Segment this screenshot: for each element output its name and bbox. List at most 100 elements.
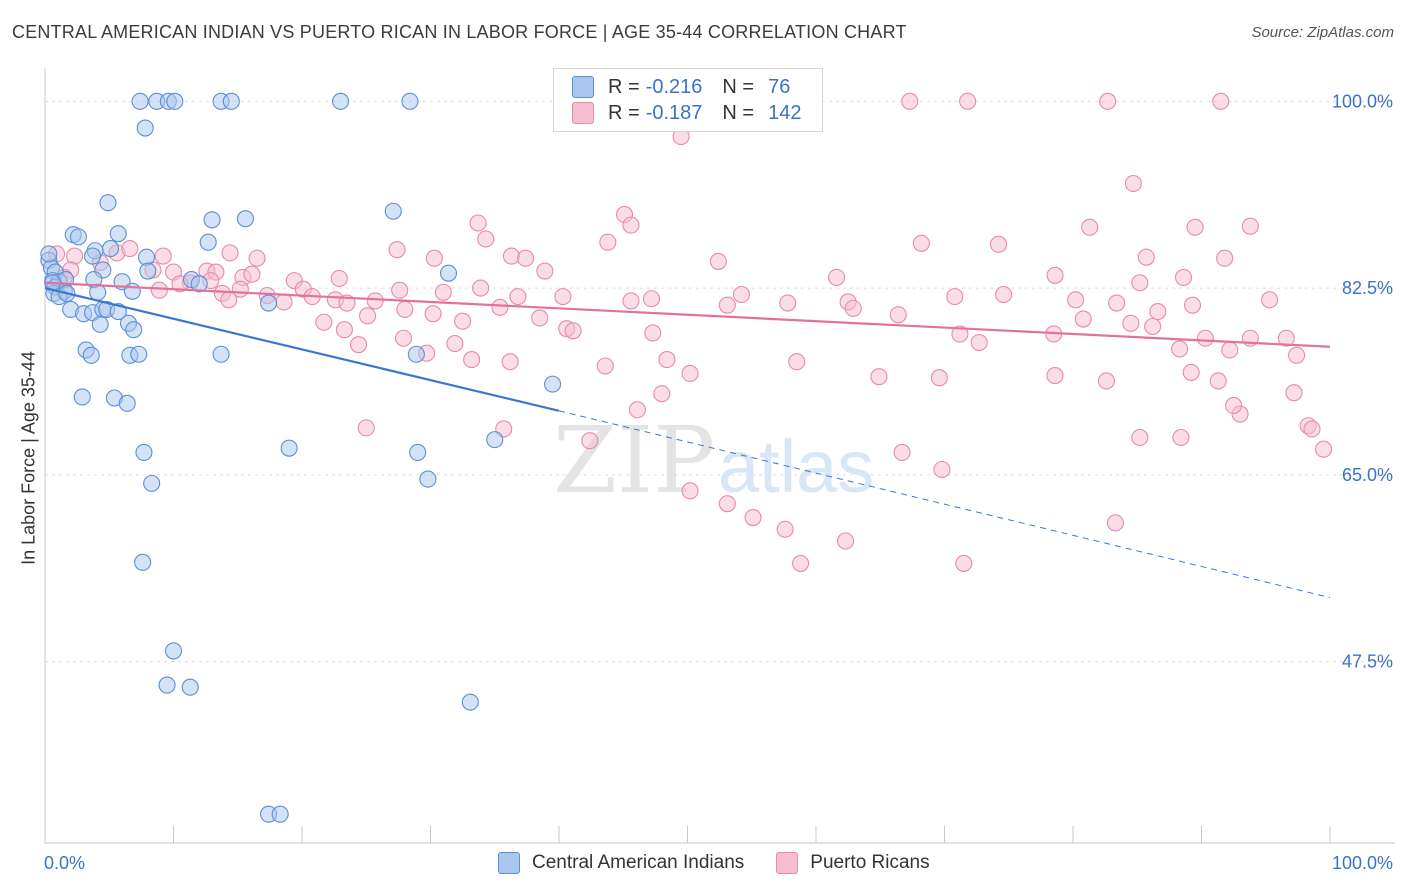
puerto-ricans-point — [1099, 92, 1117, 110]
puerto-ricans-point — [1182, 363, 1200, 381]
puerto-ricans-point — [517, 249, 535, 267]
central-american-indians-point — [544, 375, 562, 393]
puerto-ricans-point — [1122, 314, 1140, 332]
stats-legend: R = -0.216 N = 76 R = -0.187 N = 142 — [553, 68, 823, 132]
puerto-ricans-point — [1303, 420, 1321, 438]
central-american-indians-point — [164, 642, 183, 660]
puerto-ricans-point — [454, 312, 472, 330]
puerto-ricans-point — [995, 285, 1013, 304]
puerto-ricans-point — [893, 443, 911, 461]
central-american-indians-point — [280, 439, 298, 457]
puerto-ricans-point — [150, 281, 168, 299]
central-american-indians-point — [73, 388, 91, 406]
puerto-ricans-point — [933, 460, 951, 479]
trend-line-central-american-indians — [44, 287, 560, 412]
puerto-ricans-point — [330, 269, 348, 288]
central-american-indians-point — [109, 225, 127, 243]
legend-item-puerto-ricans[interactable]: Puerto Ricans — [776, 852, 930, 874]
puerto-ricans-point — [388, 241, 406, 259]
puerto-ricans-point — [844, 299, 862, 317]
tick-labels: 47.5% 65.0% 82.5% 100.0% 0.0% 100.0% — [44, 91, 1393, 873]
puerto-ricans-point — [628, 401, 646, 419]
central-american-indians-point — [158, 676, 176, 694]
n-value: 142 — [768, 101, 802, 124]
gridlines — [45, 100, 1395, 663]
puerto-ricans-point — [718, 495, 736, 513]
central-american-indians-point — [82, 346, 100, 364]
central-american-indians-point — [135, 443, 153, 461]
puerto-ricans-point — [837, 532, 855, 550]
puerto-ricans-point — [596, 357, 614, 375]
puerto-ricans-point — [564, 322, 582, 340]
puerto-ricans-point — [870, 368, 888, 386]
central-american-indians-point — [40, 245, 58, 263]
central-american-indians-point — [384, 202, 402, 220]
puerto-ricans-point — [1137, 248, 1155, 266]
y-tick-label: 47.5% — [1342, 652, 1393, 672]
puerto-ricans-point — [1212, 92, 1230, 110]
central-american-indians-point — [260, 294, 278, 312]
puerto-ricans-point — [599, 233, 617, 251]
puerto-ricans-point — [1046, 367, 1064, 385]
puerto-ricans-point — [1081, 218, 1099, 236]
watermark-atlas: atlas — [718, 425, 874, 508]
puerto-ricans-point — [959, 92, 977, 110]
puerto-ricans-point — [531, 309, 549, 327]
chart-source: Source: ZipAtlas.com — [1251, 24, 1394, 41]
puerto-ricans-point — [1074, 310, 1092, 328]
puerto-ricans-point — [1216, 249, 1234, 267]
puerto-ricans-point — [644, 324, 662, 342]
puerto-ricans-point — [901, 92, 919, 110]
puerto-ricans-point — [1241, 217, 1259, 235]
puerto-ricans-point — [1209, 372, 1227, 390]
puerto-ricans-point — [1149, 303, 1167, 321]
r-label: R = — [608, 101, 640, 124]
central-american-indians-point — [439, 264, 458, 282]
puerto-ricans-point — [1124, 174, 1142, 193]
puerto-ricans-point — [502, 247, 521, 265]
central-american-indians-point — [271, 805, 289, 823]
puerto-ricans-point — [653, 385, 671, 403]
puerto-ricans-point — [744, 508, 762, 527]
puerto-ricans-point — [622, 216, 640, 234]
puerto-ricans-point — [469, 214, 487, 232]
central-american-indians-point — [139, 262, 157, 280]
puerto-ricans-point — [1174, 268, 1193, 286]
puerto-ricans-point — [658, 351, 676, 369]
puerto-ricans-point — [1288, 346, 1306, 364]
puerto-ricans-point — [581, 432, 599, 450]
puerto-ricans-point — [536, 262, 554, 280]
puerto-ricans-point — [681, 364, 699, 383]
puerto-ricans-point — [472, 279, 490, 297]
central-american-indians-point — [123, 282, 141, 300]
n-label: N = — [722, 101, 755, 124]
y-tick-label: 100.0% — [1332, 91, 1393, 111]
central-american-indians-points — [40, 92, 562, 823]
puerto-ricans-point — [425, 249, 443, 267]
puerto-ricans-point — [1131, 274, 1149, 292]
y-tick-label: 65.0% — [1342, 465, 1393, 485]
puerto-ricans-point — [220, 291, 238, 309]
puerto-ricans-point — [955, 554, 973, 572]
puerto-ricans-point — [709, 252, 727, 270]
central-american-indians-point — [203, 211, 221, 229]
puerto-ricans-point — [446, 335, 464, 353]
n-value: 76 — [768, 75, 791, 98]
r-value: -0.187 — [645, 101, 703, 124]
puerto-ricans-point — [315, 313, 333, 331]
puerto-ricans-point — [424, 305, 442, 323]
puerto-ricans-point — [1131, 428, 1149, 447]
pink-swatch — [572, 102, 594, 124]
puerto-ricans-point — [243, 265, 261, 283]
central-american-indians-point — [486, 431, 504, 449]
legend-item-central-american-indians[interactable]: Central American Indians — [498, 852, 744, 874]
axes — [44, 68, 1395, 844]
central-american-indians-point — [199, 233, 217, 251]
puerto-ricans-point — [434, 283, 452, 301]
puerto-ricans-point — [554, 288, 572, 306]
puerto-ricans-point — [622, 292, 640, 310]
central-american-indians-point — [118, 394, 136, 412]
blue-swatch — [572, 76, 594, 98]
puerto-ricans-point — [154, 247, 172, 265]
puerto-ricans-point — [463, 351, 481, 369]
